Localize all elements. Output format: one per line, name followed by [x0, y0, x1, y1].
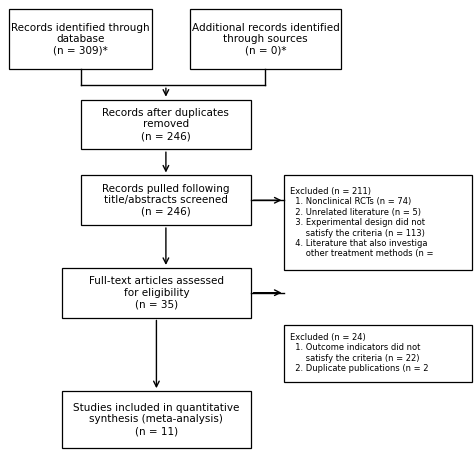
Text: Full-text articles assessed
for eligibility
(n = 35): Full-text articles assessed for eligibil… [89, 276, 224, 310]
FancyBboxPatch shape [81, 100, 251, 149]
FancyBboxPatch shape [190, 9, 341, 69]
FancyBboxPatch shape [9, 9, 152, 69]
Text: Records identified through
database
(n = 309)*: Records identified through database (n =… [11, 22, 150, 56]
FancyBboxPatch shape [284, 325, 472, 382]
Text: Excluded (n = 24)
  1. Outcome indicators did not
      satisfy the criteria (n : Excluded (n = 24) 1. Outcome indicators … [290, 333, 428, 373]
FancyBboxPatch shape [62, 391, 251, 448]
Text: Studies included in quantitative
synthesis (meta-analysis)
(n = 11): Studies included in quantitative synthes… [73, 403, 240, 436]
FancyBboxPatch shape [284, 175, 472, 270]
Text: Records pulled following
title/abstracts screened
(n = 246): Records pulled following title/abstracts… [102, 183, 229, 217]
Text: Excluded (n = 211)
  1. Nonclinical RCTs (n = 74)
  2. Unrelated literature (n =: Excluded (n = 211) 1. Nonclinical RCTs (… [290, 187, 434, 258]
FancyBboxPatch shape [81, 175, 251, 225]
Text: Records after duplicates
removed
(n = 246): Records after duplicates removed (n = 24… [102, 108, 229, 141]
Text: Additional records identified
through sources
(n = 0)*: Additional records identified through so… [191, 22, 339, 56]
FancyBboxPatch shape [62, 268, 251, 318]
